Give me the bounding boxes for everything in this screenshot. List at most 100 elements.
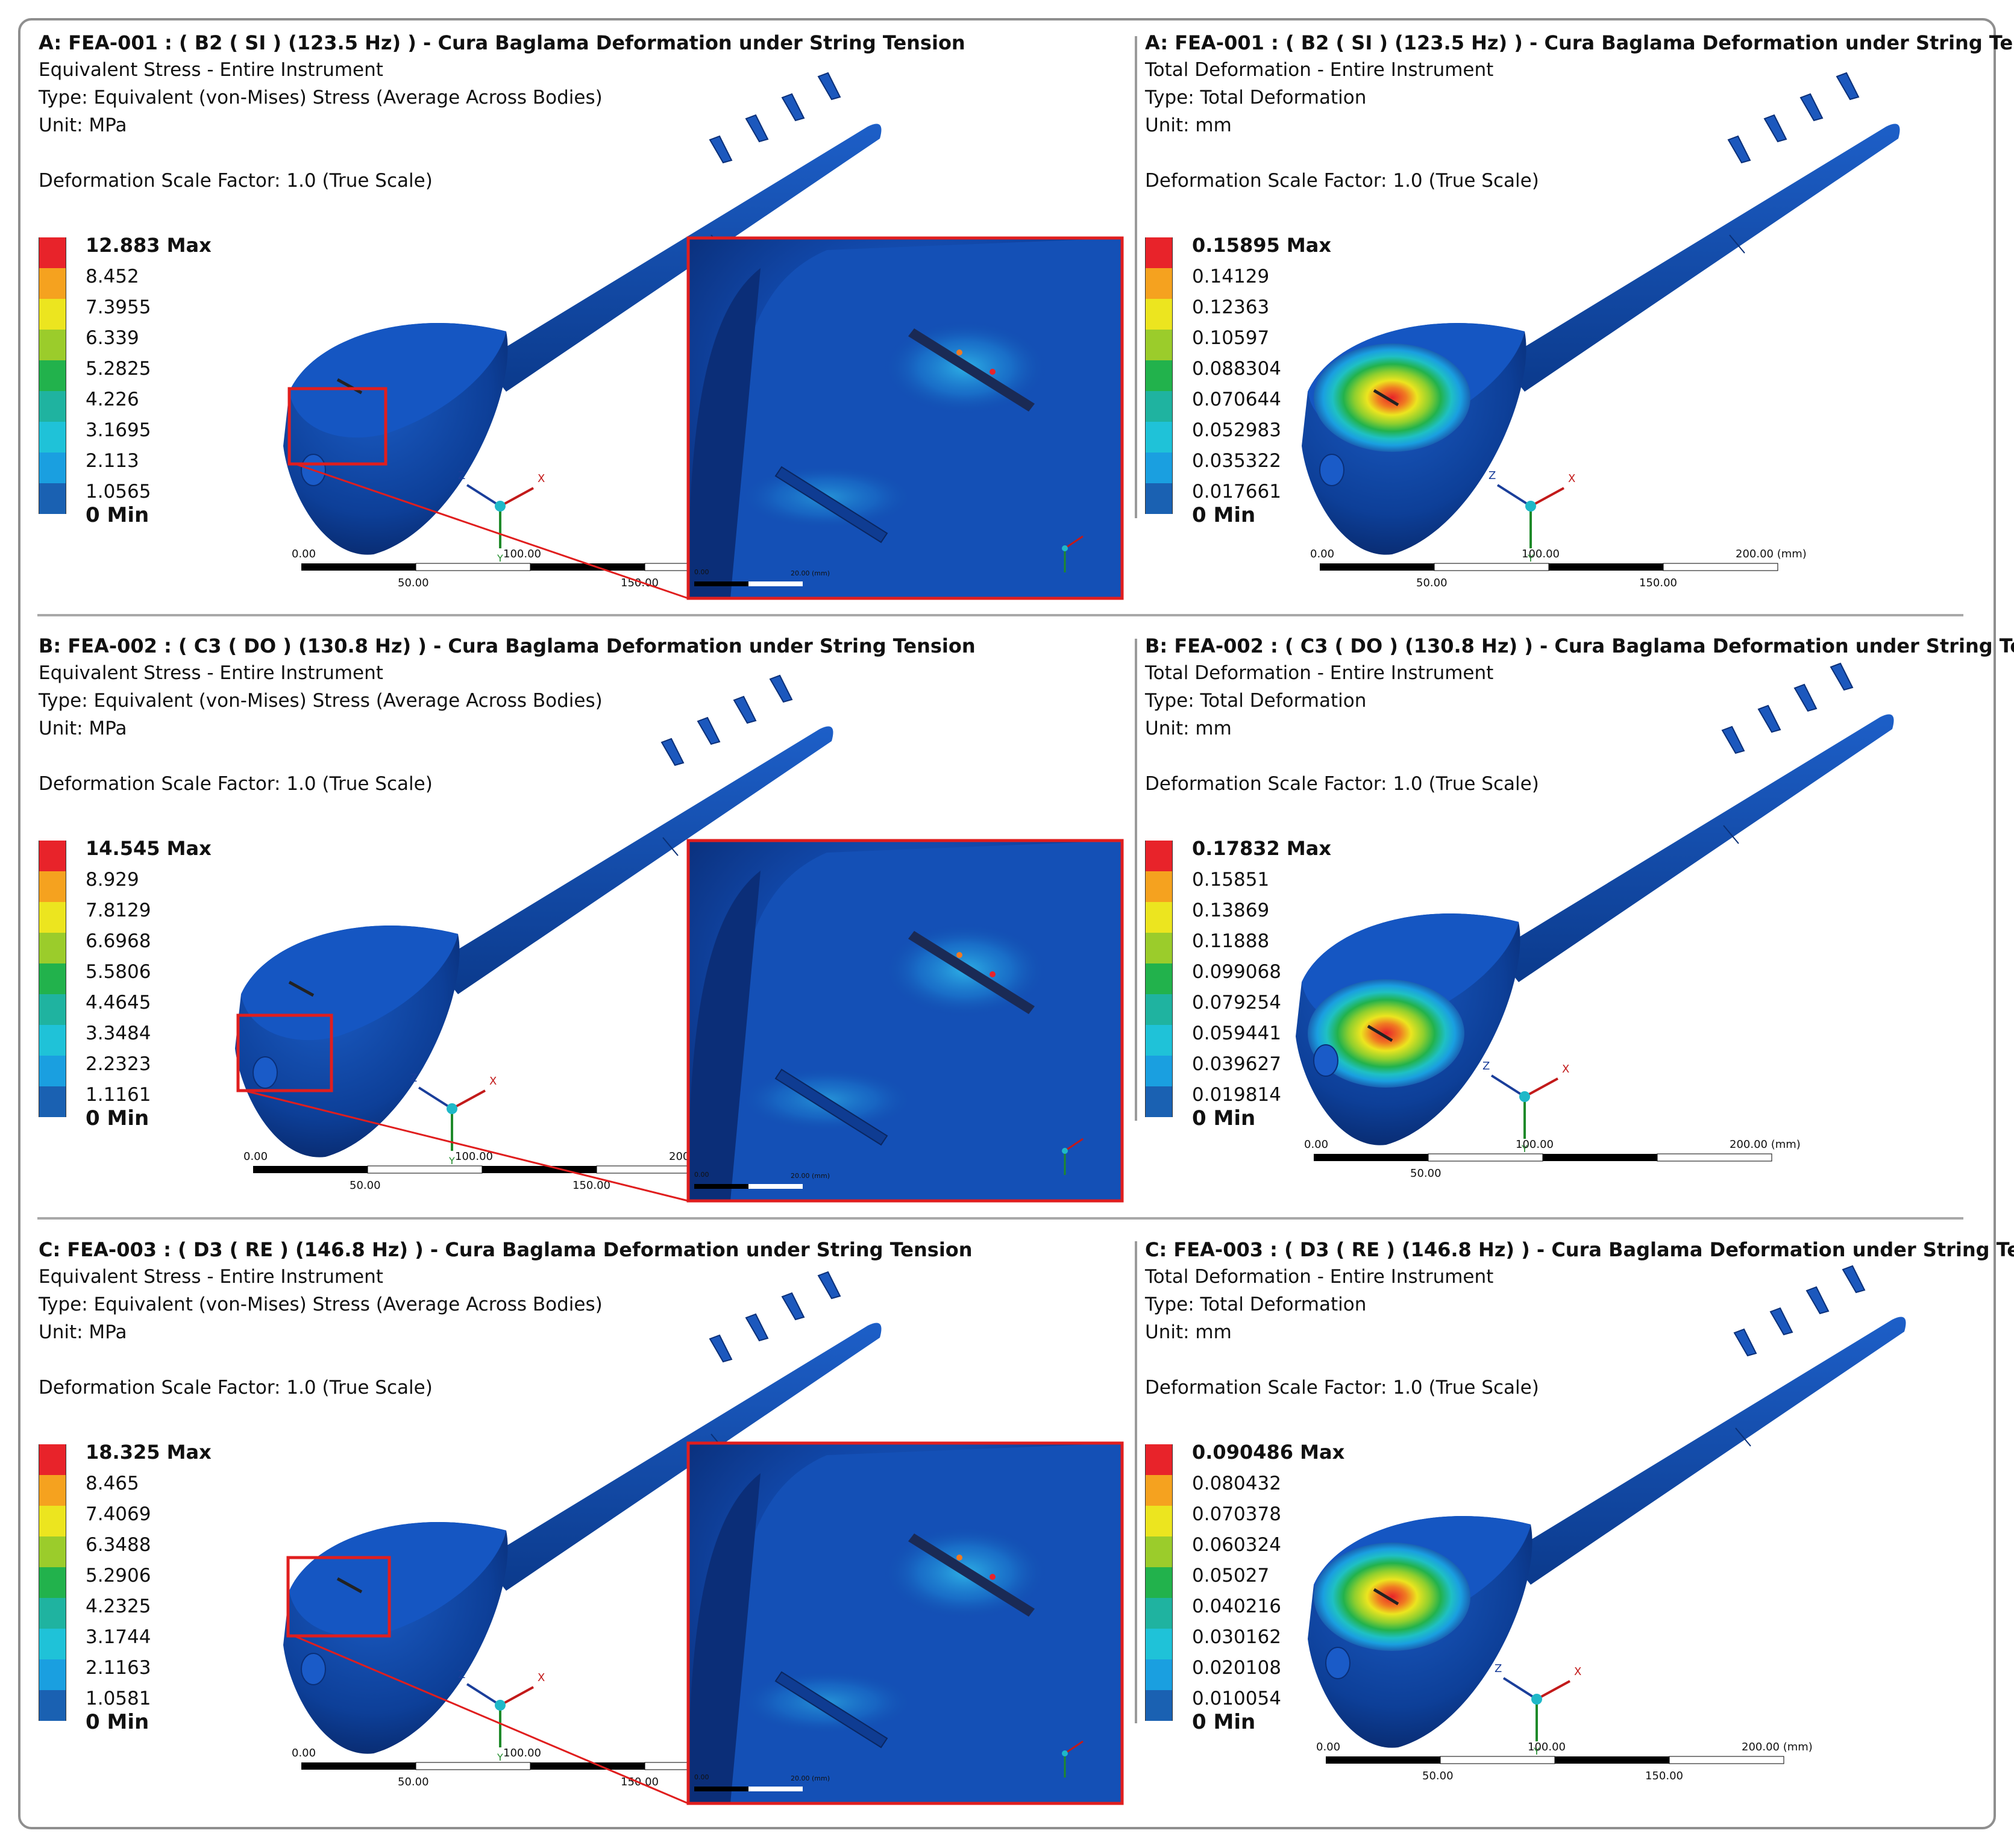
scalebar-bottom-label: 150.00 [1645,1770,1683,1782]
instrument-neck [1507,1317,1906,1585]
zoom-source-box [286,1556,391,1638]
panel-subtitle: Total Deformation - Entire Instrument [1145,662,1494,684]
instrument-neck [482,1323,882,1591]
legend-value: 0.14129 [1192,266,1270,287]
scalebar-white-2 [1657,1153,1772,1162]
legend-value: 8.929 [86,869,139,891]
legend-max: 0.17832 Max [1192,837,1331,860]
legend-swatch [1145,330,1173,360]
legend-value: 0.13869 [1192,900,1270,921]
tuning-peg [1763,114,1787,143]
panel-title: C: FEA-003 : ( D3 ( RE ) (146.8 Hz) ) - … [39,1238,973,1261]
result-type: Type: Equivalent (von-Mises) Stress (Ave… [39,690,603,712]
zoom-leader-line [295,463,689,600]
legend-swatch [39,1056,66,1086]
legend-value: 0.060324 [1192,1534,1281,1556]
legend-swatch [39,391,66,422]
legend-max: 12.883 Max [86,234,212,257]
bridge [288,980,315,997]
result-unit: Unit: MPa [39,1321,127,1343]
legend-max: 0.15895 Max [1192,234,1331,257]
soundboard [289,323,506,438]
legend-band: 1.0581 [39,1688,256,1721]
zoom-triad [1062,1740,1084,1778]
zoom-body-side [688,268,761,598]
bridge [1373,389,1399,407]
result-type: Type: Equivalent (von-Mises) Stress (Ave… [39,87,603,108]
panel-B-def: B: FEA-002 : ( C3 ( DO ) (130.8 Hz) ) - … [1145,634,2014,1177]
legend-band: 0.030162 [1145,1626,1362,1659]
legend-band: 8.929 [39,869,256,902]
triad-y-label: Y [1521,1143,1528,1154]
legend-value: 0.070644 [1192,389,1281,410]
legend-band: 0.052983 [1145,419,1362,453]
panel-title: A: FEA-001 : ( B2 ( SI ) (123.5 Hz) ) - … [39,31,965,54]
legend-band: 0.080432 [1145,1473,1362,1506]
legend-band [39,1444,256,1475]
zoom-source-box [236,1013,333,1092]
legend-value: 4.2325 [86,1596,151,1617]
scalebar-black-2 [530,1762,645,1770]
zoom-scalebar [694,1787,748,1791]
zoom-scalebar-label: 0.00 [694,1171,709,1179]
legend-band: 0.019814 [1145,1084,1362,1117]
scalebar-top-label: 100.00 [1516,1138,1554,1151]
legend-swatch [39,1444,66,1475]
instrument-neck [434,726,833,994]
result-type: Type: Total Deformation [1145,87,1367,108]
result-type: Type: Total Deformation [1145,1294,1367,1315]
triad-x-label: X [1568,472,1575,485]
legend-swatch [39,1598,66,1629]
scalebar-top-label: 100.00 [503,1747,541,1759]
vertical-divider-row-3 [1135,1241,1137,1723]
legend-band: 0.088304 [1145,358,1362,391]
scalebar-bottom-label: 50.00 [398,1776,429,1788]
panel-title: B: FEA-002 : ( C3 ( DO ) (130.8 Hz) ) - … [1145,634,2014,657]
legend-swatch [39,237,66,268]
legend-band: 0.035322 [1145,450,1362,483]
legend-swatch [1145,902,1173,933]
legend-swatch [39,1475,66,1506]
legend-swatch [39,453,66,483]
sound-hole [1325,1647,1351,1679]
legend-swatch [1145,1056,1173,1086]
panel-subtitle: Equivalent Stress - Entire Instrument [39,1266,383,1288]
legend-band: 3.1695 [39,419,256,453]
zoom-body-side [688,1473,761,1803]
panel-subtitle: Total Deformation - Entire Instrument [1145,59,1494,81]
legend-band [39,841,256,871]
legend-value: 4.4645 [86,992,151,1013]
scalebar-top-label: 200.00 (mm) [1742,1741,1813,1753]
scalebar-bottom-label: 150.00 [1639,577,1677,589]
legend-value: 0.10597 [1192,327,1270,349]
triad-x-label: X [1574,1665,1581,1678]
triad-x-label: X [489,1075,497,1088]
legend-swatch [1145,422,1173,453]
legend-swatch [39,963,66,994]
scalebar-bottom-label: 150.00 [621,577,659,589]
legend-value: 8.465 [86,1473,139,1494]
zoom-frame [686,839,1124,1203]
zoom-leader-line [293,1635,689,1805]
legend-max: 14.545 Max [86,837,212,860]
zoom-frame [686,1441,1124,1805]
triad-y-label: Y [1533,1746,1540,1757]
panel-A-stress: A: FEA-001 : ( B2 ( SI ) (123.5 Hz) ) - … [39,31,1123,574]
bridge [1367,1024,1393,1042]
tuning-peg [709,135,733,164]
tuning-peg [817,72,841,101]
result-unit: Unit: MPa [39,114,127,136]
zoom-scalebar-label: 20.00 (mm) [791,1774,830,1782]
zoom-scalebar [694,581,748,586]
legend-value: 7.8129 [86,900,151,921]
legend-value: 1.1161 [86,1084,151,1106]
legend-value: 0.052983 [1192,419,1281,441]
legend-band: 7.3955 [39,296,256,330]
legend-swatch [39,268,66,299]
tuning-peg [745,1313,769,1342]
legend-band: 8.452 [39,266,256,299]
triad-y-label: Y [448,1155,455,1167]
